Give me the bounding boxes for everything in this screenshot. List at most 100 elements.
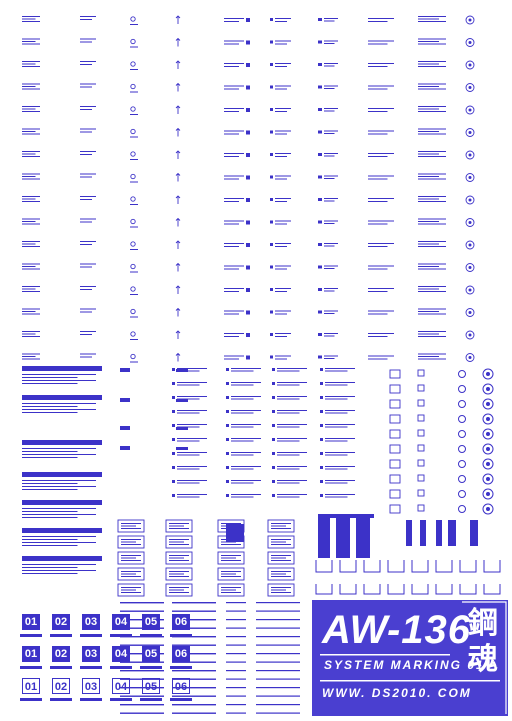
block-mark <box>246 130 250 135</box>
caution-label-mark <box>224 223 239 225</box>
label-text-mark <box>231 424 261 425</box>
caution-label-mark <box>22 151 40 152</box>
caution-plate <box>165 583 193 597</box>
label-text-mark <box>325 368 355 369</box>
caution-label-mark <box>418 83 446 85</box>
circle-icon <box>486 492 490 496</box>
circle-icon <box>486 507 490 511</box>
label-text-mark <box>231 440 254 442</box>
caution-label-mark <box>80 286 96 287</box>
text-line-mark <box>221 560 241 561</box>
text-line-mark <box>169 539 189 540</box>
caution-plate <box>267 567 295 581</box>
label-text-mark <box>231 494 261 495</box>
caution-label-mark <box>418 128 446 130</box>
caution-label-mark <box>418 336 446 337</box>
circle-icon <box>130 83 136 90</box>
bracket-mark <box>459 584 477 595</box>
text-line-mark <box>275 156 287 157</box>
circle-icon <box>130 38 136 45</box>
caution-label-mark <box>22 178 40 180</box>
number-decal-underline <box>170 666 192 669</box>
caution-plate <box>217 551 245 565</box>
number-decal: 05 <box>142 614 160 630</box>
caution-plate <box>165 567 193 581</box>
block-mark <box>246 175 250 180</box>
line-decal <box>172 704 216 706</box>
caution-label-mark <box>224 63 244 64</box>
warning-text-mark <box>22 486 96 487</box>
caution-label-mark <box>22 106 40 107</box>
line-decal <box>172 687 216 689</box>
text-line-mark <box>169 571 189 572</box>
warning-text-mark <box>22 480 96 481</box>
circle-icon <box>458 400 466 408</box>
line-decal <box>226 695 246 697</box>
text-line-mark <box>169 587 189 588</box>
caution-label-mark <box>22 311 36 312</box>
caution-label-mark <box>418 196 446 197</box>
block-mark <box>246 63 250 67</box>
caution-label-mark <box>22 83 40 85</box>
caution-label-mark <box>22 43 40 45</box>
label-text-mark <box>277 440 300 442</box>
caution-plate <box>217 583 245 597</box>
text-line-mark <box>275 133 287 135</box>
label-text-mark <box>277 480 307 481</box>
arrow-icon <box>175 82 181 92</box>
caution-label-mark <box>80 131 92 133</box>
caution-label-mark <box>418 63 439 65</box>
block-mark <box>272 410 275 413</box>
text-line-mark <box>169 576 189 577</box>
caution-label-mark <box>368 178 388 180</box>
block-mark <box>226 368 229 371</box>
circle-icon <box>465 195 475 205</box>
icon-box <box>417 459 425 467</box>
text-line-mark <box>221 544 241 545</box>
caution-label-mark <box>22 221 36 222</box>
label-text-mark <box>277 468 300 470</box>
caution-label-mark <box>224 310 244 312</box>
number-decal-underline <box>80 698 102 701</box>
caution-plate <box>117 583 145 597</box>
icon-box <box>389 369 401 379</box>
text-line-mark <box>324 88 335 89</box>
warning-bar <box>22 500 102 505</box>
label-text-mark <box>325 454 348 456</box>
number-decal: 02 <box>52 678 70 694</box>
block-mark <box>270 288 273 291</box>
stripe-bar <box>356 518 370 558</box>
caution-label-mark <box>418 131 439 132</box>
icon-box <box>389 474 401 484</box>
text-line-mark <box>275 85 291 87</box>
block-mark <box>246 40 250 45</box>
text-line-mark <box>169 573 184 575</box>
text-line-mark <box>275 18 291 19</box>
caution-label-mark <box>418 178 446 180</box>
text-line-mark <box>221 571 241 572</box>
circle-icon <box>465 173 475 182</box>
circle-icon <box>130 61 136 67</box>
number-decal-underline <box>20 666 42 669</box>
label-text-mark <box>277 382 307 383</box>
caution-label-mark <box>224 66 239 67</box>
line-decal <box>172 653 216 655</box>
text-line-mark <box>169 557 184 559</box>
text-line-mark <box>130 24 138 25</box>
text-line-mark <box>169 523 189 524</box>
label-text-mark <box>325 396 355 397</box>
text-line-mark <box>130 159 138 160</box>
text-line-mark <box>271 560 291 561</box>
number-decal-underline <box>140 698 162 701</box>
line-decal <box>172 610 216 612</box>
number-decal: 02 <box>52 614 70 630</box>
label-text-mark <box>177 384 200 386</box>
circle-icon <box>468 198 472 202</box>
text-line-mark <box>121 525 136 527</box>
caution-label-mark <box>368 130 394 132</box>
bracket-mark <box>483 584 501 595</box>
line-decal <box>172 712 216 714</box>
text-line-mark <box>130 46 138 48</box>
caution-label-mark <box>80 196 96 197</box>
stripe-bar <box>420 520 426 546</box>
